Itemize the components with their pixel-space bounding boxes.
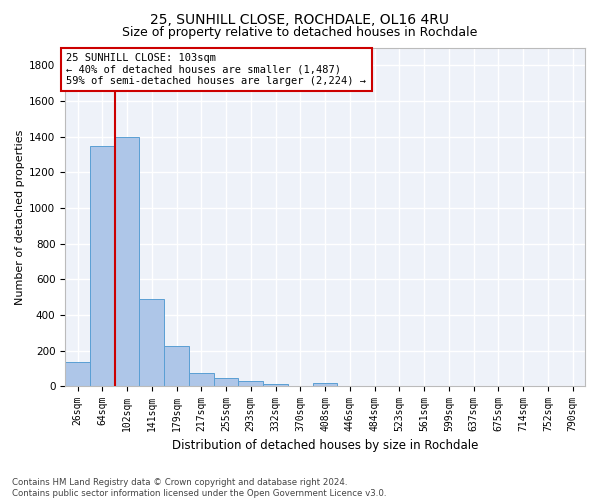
Text: 25, SUNHILL CLOSE, ROCHDALE, OL16 4RU: 25, SUNHILL CLOSE, ROCHDALE, OL16 4RU	[151, 12, 449, 26]
Bar	[90, 146, 115, 386]
Bar	[263, 384, 288, 386]
Bar	[189, 373, 214, 386]
Bar	[65, 362, 90, 386]
Bar	[238, 382, 263, 386]
Text: 25 SUNHILL CLOSE: 103sqm
← 40% of detached houses are smaller (1,487)
59% of sem: 25 SUNHILL CLOSE: 103sqm ← 40% of detach…	[67, 53, 367, 86]
Y-axis label: Number of detached properties: Number of detached properties	[15, 129, 25, 304]
Bar	[164, 346, 189, 386]
Text: Contains HM Land Registry data © Crown copyright and database right 2024.
Contai: Contains HM Land Registry data © Crown c…	[12, 478, 386, 498]
Text: Size of property relative to detached houses in Rochdale: Size of property relative to detached ho…	[122, 26, 478, 39]
Bar	[139, 299, 164, 386]
Bar	[214, 378, 238, 386]
Bar	[115, 136, 139, 386]
X-axis label: Distribution of detached houses by size in Rochdale: Distribution of detached houses by size …	[172, 440, 478, 452]
Bar	[313, 382, 337, 386]
